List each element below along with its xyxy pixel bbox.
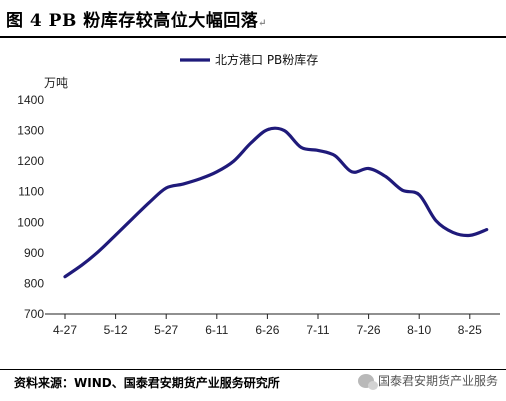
y-tick-label: 800 (24, 276, 44, 290)
figure-title-text: 图 4 PB 粉库存较高位大幅回落 (6, 11, 259, 31)
x-tick-label: 4-27 (53, 323, 77, 337)
y-tick-label: 1400 (17, 93, 44, 107)
bottom-rule (0, 369, 506, 370)
series-line (63, 126, 489, 279)
watermark-text: 国泰君安期货产业服务 (377, 374, 498, 388)
x-tick-label: 8-25 (458, 323, 482, 337)
return-mark-icon: ↵ (258, 18, 268, 29)
x-tick-label: 8-10 (407, 323, 431, 337)
x-tick-label: 7-26 (357, 323, 381, 337)
line-chart: 万吨 700 800 900 1000 1100 1200 1300 1400 4-27 5-12 5… (17, 52, 500, 337)
y-tick-label: 1100 (18, 185, 44, 199)
x-tick-label: 6-11 (205, 323, 228, 337)
y-tick-label: 1000 (17, 215, 44, 229)
x-tick-label: 7-11 (306, 323, 329, 337)
y-tick-label: 900 (24, 246, 44, 260)
source-note: 资料来源：WIND、国泰君安期货产业服务研究所 (14, 376, 280, 390)
figure-header: 图 4 PB 粉库存较高位大幅回落↵ (0, 0, 506, 40)
legend-label: 北方港口 PB粉库存 (215, 52, 318, 67)
x-tick-label: 5-27 (154, 323, 178, 337)
x-tick-label: 5-12 (104, 323, 128, 337)
y-axis-unit: 万吨 (44, 76, 68, 90)
figure-title: 图 4 PB 粉库存较高位大幅回落↵ (6, 6, 267, 31)
wechat-icon (357, 373, 378, 390)
watermark: 国泰君安期货产业服务 (357, 372, 498, 390)
y-tick-label: 1200 (17, 154, 44, 168)
x-tick-label: 6-26 (255, 323, 279, 337)
top-rule (0, 36, 506, 38)
y-tick-label: 1300 (17, 124, 44, 138)
y-tick-label: 700 (24, 307, 44, 321)
